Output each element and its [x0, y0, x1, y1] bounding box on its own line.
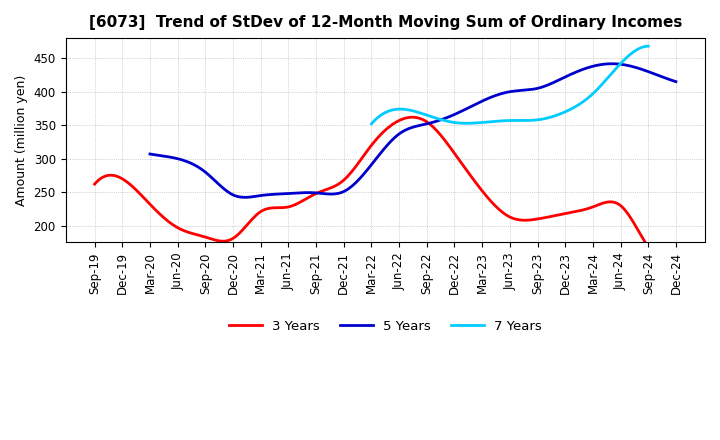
7 Years — [536, 117, 545, 122]
Line: 3 Years: 3 Years — [94, 117, 676, 261]
5 Years — [240, 195, 249, 200]
Y-axis label: Amount (million yen): Amount (million yen) — [15, 75, 28, 206]
3 Years — [90, 182, 99, 187]
3 Years — [672, 248, 680, 253]
Line: 5 Years: 5 Years — [150, 64, 676, 198]
5 Years — [626, 63, 634, 69]
7 Years — [368, 120, 377, 125]
5 Years — [608, 61, 617, 66]
7 Years — [532, 117, 541, 123]
3 Years — [436, 132, 445, 138]
3 Years — [619, 205, 628, 211]
5 Years — [148, 152, 156, 157]
5 Years — [590, 63, 599, 68]
7 Years — [367, 121, 376, 126]
7 Years — [600, 79, 609, 84]
3 Years — [660, 258, 669, 264]
5 Years — [672, 79, 680, 84]
3 Years — [448, 148, 456, 153]
Title: [6073]  Trend of StDev of 12-Month Moving Sum of Ordinary Incomes: [6073] Trend of StDev of 12-Month Moving… — [89, 15, 682, 30]
3 Years — [582, 206, 591, 212]
3 Years — [92, 180, 101, 185]
5 Years — [469, 103, 478, 108]
3 Years — [438, 135, 447, 140]
Line: 7 Years: 7 Years — [372, 46, 648, 124]
Legend: 3 Years, 5 Years, 7 Years: 3 Years, 5 Years, 7 Years — [223, 315, 547, 338]
7 Years — [644, 44, 652, 49]
5 Years — [461, 107, 469, 112]
7 Years — [531, 117, 539, 123]
3 Years — [408, 114, 416, 120]
7 Years — [618, 59, 626, 64]
5 Years — [145, 151, 154, 157]
5 Years — [459, 108, 467, 113]
